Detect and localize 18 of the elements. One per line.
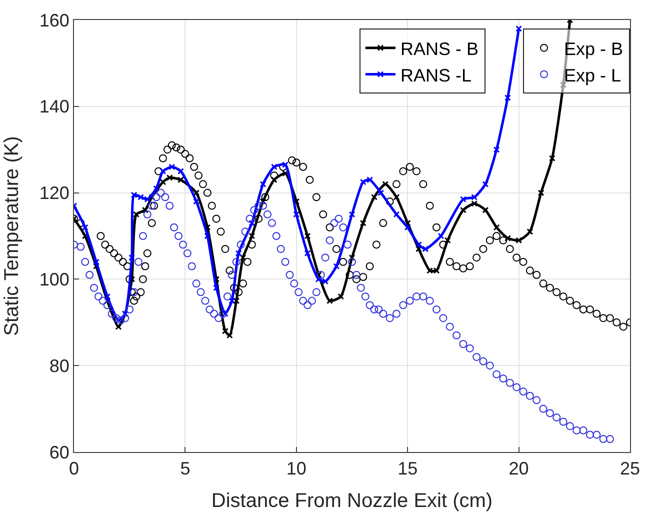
y-tick-label: 160 bbox=[39, 10, 70, 30]
x-tick-label: 5 bbox=[180, 458, 190, 479]
x-tick-label: 0 bbox=[68, 458, 80, 479]
x-tick-label: 20 bbox=[508, 458, 529, 479]
y-tick-label: 60 bbox=[49, 442, 70, 462]
y-tick-label: 80 bbox=[49, 356, 70, 376]
y-axis-title: Static Temperature (K) bbox=[0, 136, 23, 336]
legend-label: Exp - B bbox=[564, 38, 624, 59]
x-axis-title: Distance From Nozzle Exit (cm) bbox=[211, 490, 493, 512]
y-tick-label: 140 bbox=[39, 96, 70, 117]
legend-label: Exp - L bbox=[564, 65, 622, 86]
x-tick-label: 15 bbox=[398, 458, 418, 479]
x-tick-label: 25 bbox=[620, 458, 640, 479]
x-tick-label: 10 bbox=[286, 458, 306, 479]
legend-label: RANS - B bbox=[400, 38, 478, 59]
y-tick-label: 100 bbox=[39, 270, 70, 290]
legend-label: RANS -L bbox=[400, 65, 472, 86]
y-tick-label: 120 bbox=[39, 183, 70, 204]
